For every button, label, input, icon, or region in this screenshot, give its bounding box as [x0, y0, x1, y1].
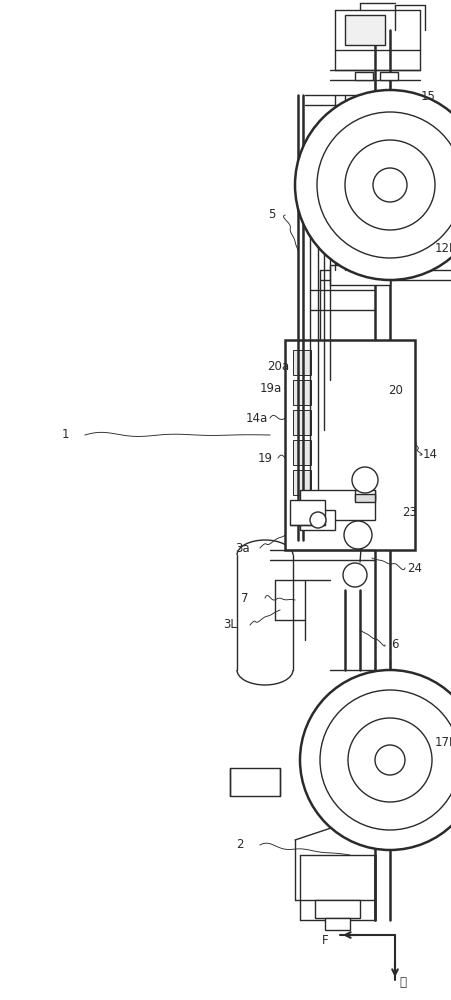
- Text: 1: 1: [61, 428, 69, 442]
- Text: 14: 14: [423, 448, 437, 462]
- Circle shape: [320, 690, 451, 830]
- Bar: [285, 340, 415, 550]
- Bar: [355, 490, 375, 500]
- Bar: [300, 510, 335, 530]
- Circle shape: [373, 168, 407, 202]
- Circle shape: [310, 512, 326, 528]
- Text: 6: 6: [391, 639, 399, 652]
- Bar: [293, 500, 311, 525]
- Text: 20: 20: [389, 383, 404, 396]
- Bar: [230, 768, 280, 796]
- Bar: [293, 440, 311, 465]
- Text: 24: 24: [408, 562, 423, 574]
- Text: 19a: 19a: [260, 381, 282, 394]
- Text: 3a: 3a: [235, 542, 249, 554]
- Text: 3L: 3L: [223, 618, 237, 632]
- Bar: [355, 494, 375, 502]
- Bar: [293, 410, 311, 435]
- Text: 23: 23: [403, 506, 418, 520]
- Bar: [345, 15, 385, 45]
- Circle shape: [352, 467, 378, 493]
- Bar: [293, 350, 311, 375]
- Text: 7: 7: [241, 591, 249, 604]
- Bar: [325, 918, 350, 930]
- Circle shape: [317, 112, 451, 258]
- Bar: [355, 72, 373, 80]
- Bar: [293, 470, 311, 495]
- Text: 14a: 14a: [246, 412, 268, 424]
- Text: 15: 15: [421, 91, 435, 104]
- Bar: [293, 380, 311, 405]
- Text: 2: 2: [236, 838, 244, 852]
- Text: 5: 5: [268, 209, 276, 222]
- Bar: [290, 500, 325, 525]
- Circle shape: [348, 718, 432, 802]
- Text: 前: 前: [400, 976, 406, 988]
- Circle shape: [343, 563, 367, 587]
- Circle shape: [375, 745, 405, 775]
- Circle shape: [345, 140, 435, 230]
- Circle shape: [295, 90, 451, 280]
- Bar: [300, 490, 375, 520]
- Text: 12L: 12L: [434, 241, 451, 254]
- Text: F: F: [322, 934, 328, 946]
- Text: 19: 19: [258, 452, 272, 464]
- Bar: [315, 900, 360, 918]
- Text: 17L: 17L: [434, 736, 451, 748]
- Circle shape: [344, 521, 372, 549]
- Text: 20a: 20a: [267, 360, 289, 373]
- Circle shape: [300, 670, 451, 850]
- Bar: [330, 265, 390, 285]
- Bar: [380, 72, 398, 80]
